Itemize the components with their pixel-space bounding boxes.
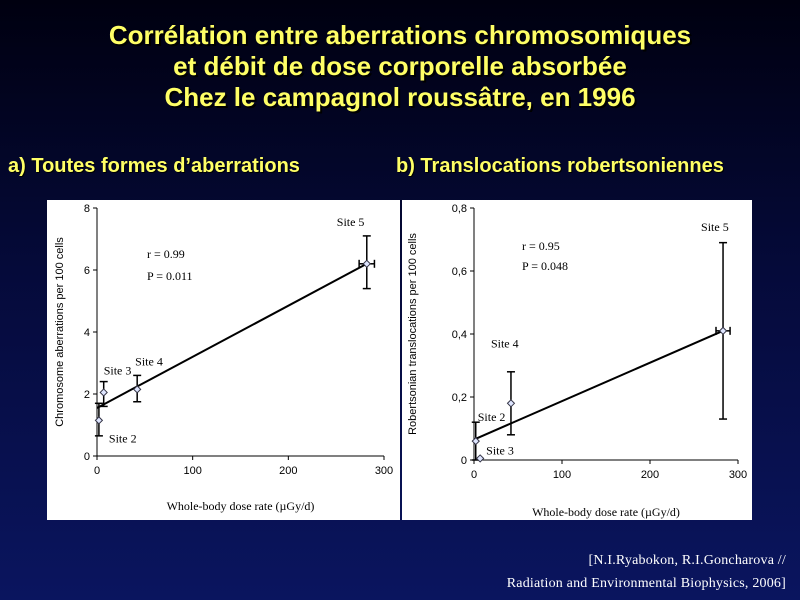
panel-a-heading: a) Toutes formes d’aberrations xyxy=(8,155,300,177)
chart-a-data-point xyxy=(132,385,142,394)
chart-a-data-point xyxy=(94,416,104,425)
chart-a-x-axis-label: Whole-body dose rate (µGy/d) xyxy=(167,499,315,513)
chart-a-svg: 0 2 4 6 8 0 100 200 300 Whole-body dose rate (µGy… xyxy=(54,203,393,513)
chart-b-y-axis-label: Robertsonian translocations per 100 cell… xyxy=(407,233,419,435)
chart-b-svg: 0 0,2 0,4 0,6 0,8 0 100 200 300 Whole-body dose r… xyxy=(407,203,747,519)
chart-b-point-label: Site 4 xyxy=(491,336,519,350)
chart-a-x-tick-label: 100 xyxy=(183,465,201,477)
chart-a-point-label: Site 3 xyxy=(104,363,132,377)
chart-b-point-label: Site 3 xyxy=(486,443,514,457)
chart-a-y-tick-label: 6 xyxy=(84,265,90,277)
title-line-2: et débit de dose corporelle absorbée xyxy=(173,51,627,81)
citation-line-1: [N.I.Ryabokon, R.I.Goncharova // xyxy=(588,553,786,568)
chart-b-data-point xyxy=(718,326,728,336)
chart-a-y-tick-label: 8 xyxy=(84,203,90,215)
chart-b-y-tick-label: 0 xyxy=(461,455,467,467)
chart-a-point-label: Site 2 xyxy=(109,431,137,445)
chart-panel-b: 0 0,2 0,4 0,6 0,8 0 100 200 300 Whole-body dose r… xyxy=(402,200,752,520)
chart-a-x-tick-label: 300 xyxy=(375,465,393,477)
chart-b-stat-text: r = 0.95 xyxy=(522,239,560,253)
chart-b-y-tick-label: 0,4 xyxy=(452,329,467,341)
chart-a-y-tick-label: 0 xyxy=(84,451,90,463)
chart-b-stat-text: P = 0.048 xyxy=(522,259,568,273)
chart-a-data-point xyxy=(99,388,108,397)
chart-b-x-tick-label: 0 xyxy=(471,469,477,481)
chart-b-point-label: Site 2 xyxy=(478,410,506,424)
chart-b-regression-line xyxy=(473,329,724,441)
chart-a-y-tick-label: 2 xyxy=(84,389,90,401)
title-line-1: Corrélation entre aberrations chromosomi… xyxy=(108,20,692,50)
chart-b-data-point xyxy=(471,436,480,446)
slide-title: Corrélation entre aberrations chromosomi… xyxy=(0,20,800,113)
chart-b-y-tick-label: 0,6 xyxy=(452,266,467,278)
chart-b-x-tick-label: 200 xyxy=(641,469,659,481)
chart-b-x-tick-label: 100 xyxy=(553,469,571,481)
chart-a-point-label: Site 5 xyxy=(337,215,365,229)
title-line-3: Chez le campagnol roussâtre, en 1996 xyxy=(164,82,636,112)
chart-a-x-tick-label: 0 xyxy=(94,465,100,477)
citation-line-2: Radiation and Environmental Biophysics, … xyxy=(506,576,786,591)
chart-b-x-tick-label: 300 xyxy=(729,469,747,481)
chart-b-y-tick-label: 0,8 xyxy=(452,203,467,215)
chart-a-x-tick-label: 200 xyxy=(279,465,297,477)
chart-b-data-point xyxy=(475,454,485,463)
chart-a-stat-text: r = 0.99 xyxy=(147,247,185,261)
chart-a-regression-line xyxy=(96,262,368,409)
chart-b-x-axis-label: Whole-body dose rate (µGy/d) xyxy=(532,505,680,519)
chart-a-y-tick-label: 4 xyxy=(84,327,90,339)
chart-a-y-axis-label: Chromosome aberrations per 100 cells xyxy=(54,237,66,427)
chart-a-stat-text: P = 0.011 xyxy=(147,269,193,283)
chart-b-y-tick-label: 0,2 xyxy=(452,392,467,404)
chart-b-point-label: Site 5 xyxy=(701,220,729,234)
chart-a-data-point xyxy=(362,259,371,269)
panel-b-heading: b) Translocations robertsoniennes xyxy=(396,155,724,177)
chart-a-point-label: Site 4 xyxy=(135,354,163,368)
chart-panel-a: 0 2 4 6 8 0 100 200 300 Whole-body dose rate (µGy… xyxy=(47,200,400,520)
chart-b-data-point xyxy=(506,399,516,408)
